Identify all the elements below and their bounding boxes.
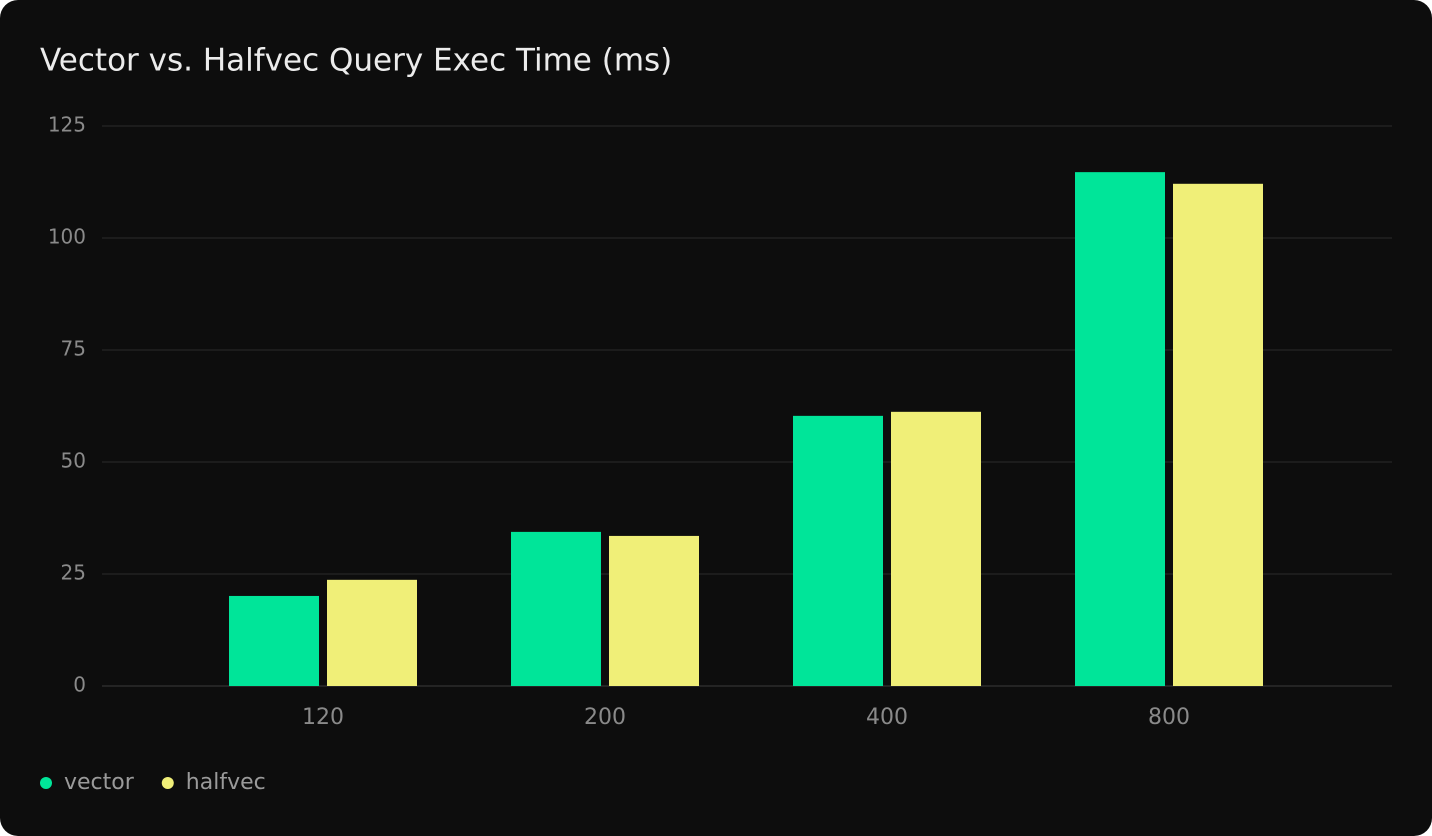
bar [327,579,417,686]
bar [793,415,883,686]
bar [229,595,319,686]
y-tick-label: 50 [61,449,86,473]
y-tick-label: 0 [73,673,86,697]
y-tick-label: 100 [48,225,86,249]
x-tick-label: 400 [866,705,908,730]
bar [609,535,699,686]
x-tick-label: 200 [584,705,626,730]
y-tick-label: 25 [61,561,86,585]
x-tick-label: 800 [1148,705,1190,730]
bar [1173,183,1263,687]
chart-title: Vector vs. Halfvec Query Exec Time (ms) [40,43,672,79]
legend-label: vector [64,770,135,795]
y-tick-label: 125 [48,113,86,137]
legend-marker [161,777,174,789]
legend-marker [40,777,52,789]
legend-label: halfvec [186,770,266,795]
bar [1075,172,1165,687]
y-tick-label: 75 [61,337,86,361]
bar [891,411,981,686]
x-tick-label: 120 [302,705,344,730]
bar [511,531,601,686]
